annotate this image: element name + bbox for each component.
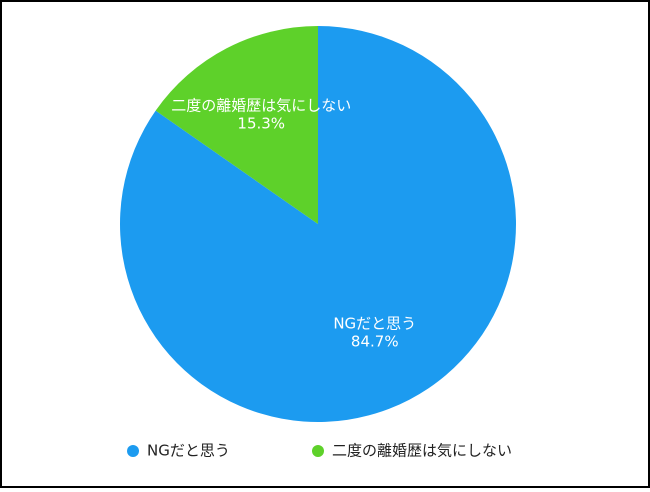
- legend-label: NGだと思う: [147, 442, 230, 460]
- pie-slice: [155, 26, 318, 224]
- legend-marker: [312, 445, 324, 457]
- slice-value-label: 15.3%: [237, 115, 285, 133]
- slice-label: 二度の離婚歴は気にしない: [171, 97, 351, 115]
- slice-value-label: 84.7%: [351, 332, 399, 350]
- legend-marker: [127, 445, 139, 457]
- pie-slice: [119, 26, 517, 423]
- slice-label: NGだと思う: [333, 314, 416, 332]
- legend-label: 二度の離婚歴は気にしない: [332, 442, 512, 460]
